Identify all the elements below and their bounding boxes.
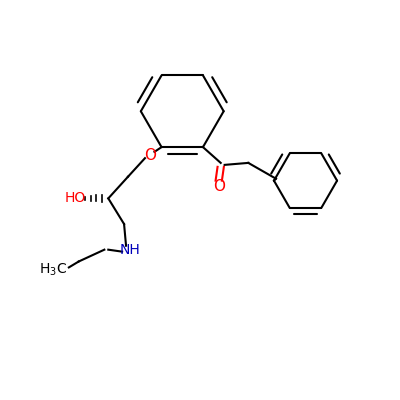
Text: HO: HO (64, 191, 85, 205)
Text: NH: NH (120, 243, 140, 257)
Text: O: O (144, 148, 156, 162)
Text: H$_3$C: H$_3$C (39, 261, 67, 278)
Text: O: O (213, 179, 225, 194)
